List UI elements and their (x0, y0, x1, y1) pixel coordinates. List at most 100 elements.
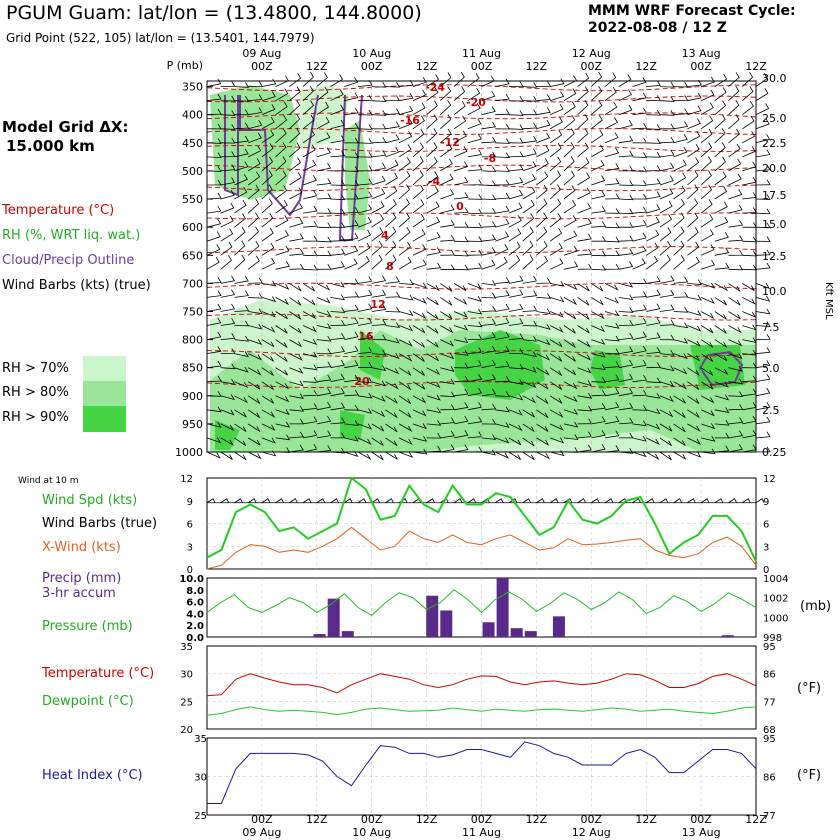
wind-barb (261, 423, 276, 431)
wind-barb (289, 142, 301, 158)
wind-barb (453, 130, 467, 144)
surface-wind-barb (385, 498, 394, 504)
model-grid-label: Model Grid ΔX: (2, 118, 129, 136)
wind-barb (536, 367, 550, 376)
wind-barb (700, 282, 716, 289)
wind-barb (591, 402, 606, 411)
wind-barb (371, 81, 387, 88)
wind-barb (344, 180, 359, 186)
pressure-tick-right: 1000 (763, 613, 788, 624)
wind-barb (385, 146, 400, 158)
wind-barb (454, 429, 469, 439)
wind-barb (673, 185, 686, 200)
wind-barb (440, 417, 455, 425)
cloud-outline-low (698, 350, 744, 387)
wind-barb (577, 380, 592, 387)
wind-barb (714, 100, 727, 116)
wind-barb (632, 206, 648, 214)
wind-barb (426, 186, 439, 200)
wind-barb (344, 389, 359, 397)
wind-barb (495, 422, 510, 428)
time-label-top: 12Z (635, 60, 657, 73)
hi-tick-f: 86 (763, 773, 776, 784)
wind-barb (275, 142, 287, 158)
wind-barb (742, 146, 756, 158)
wind-barb (357, 392, 373, 399)
wind-barb (302, 283, 316, 292)
wind-barb (495, 218, 510, 228)
height-axis-label: Kft MSL (823, 282, 834, 320)
wind-barb (261, 437, 276, 444)
wind-barb (426, 262, 442, 270)
wind-barb (646, 124, 661, 130)
fahrenheit-unit-temp: (°F) (797, 681, 822, 696)
wind-barb (261, 212, 274, 228)
wind-barb (495, 108, 510, 116)
wind-barb (659, 136, 675, 144)
wind-barb (755, 446, 771, 453)
wind-barb (398, 131, 413, 144)
wind-barb (755, 416, 771, 425)
wind-barb (385, 199, 397, 214)
wind-barb (728, 219, 744, 228)
wind-barb (508, 228, 522, 242)
wind-barb (398, 451, 414, 458)
wind-barb (536, 323, 551, 330)
wind-barb (398, 144, 412, 158)
wind-barb (426, 216, 441, 228)
cycle-line-2: 2022-08-08 / 12 Z (588, 20, 727, 36)
wind-barb (385, 437, 398, 447)
wind-barb (687, 79, 702, 87)
wind-barb (357, 229, 372, 242)
wind-barb (714, 216, 729, 228)
wind-barb (330, 417, 346, 425)
wind-barb (495, 360, 510, 369)
wind-barb (247, 423, 261, 432)
wind-barb (673, 198, 685, 214)
wind-barb (700, 259, 716, 270)
wind-barb (522, 437, 535, 447)
surface-wind-barb (645, 498, 655, 504)
wind-barb (714, 186, 728, 200)
wind-barb (316, 297, 331, 304)
wind-barb (687, 409, 700, 418)
wind-barb (398, 241, 411, 256)
wind-barb (316, 116, 330, 130)
wind-barb (289, 405, 305, 412)
wind-barb (454, 236, 469, 243)
wind-barb (398, 423, 413, 433)
wind-barb (632, 92, 647, 102)
wind-barb (591, 114, 603, 130)
wind-barb (591, 377, 607, 383)
wind-barb (440, 85, 452, 101)
wind-barb (755, 194, 771, 200)
wind-barb (344, 207, 359, 214)
wind-barb (330, 294, 346, 301)
wind-barb (549, 367, 563, 376)
wind-barb (577, 128, 589, 144)
wind-barb (591, 85, 603, 101)
wind-barb (467, 416, 483, 425)
wind-barb (247, 198, 260, 214)
wind-tick-left: 12 (180, 474, 193, 485)
wind-barb (604, 388, 620, 397)
wind-barb (330, 135, 345, 144)
wind-barb (536, 198, 548, 214)
wind-barb (371, 365, 387, 371)
wind-barb (385, 81, 401, 88)
wind-barb (330, 332, 346, 340)
wind-barb (371, 110, 387, 116)
wind-barb (206, 152, 222, 159)
wind-barb (426, 156, 438, 172)
wind-barb (440, 72, 452, 87)
day-label-bottom: 13 Aug (682, 826, 721, 839)
wind-barb (728, 430, 744, 439)
wind-barb (275, 88, 289, 102)
wind-barb (248, 308, 263, 315)
wind-barb (536, 184, 548, 200)
wind-barb (234, 213, 246, 228)
wind-barb (646, 138, 661, 144)
wind-barb (549, 339, 563, 348)
wind-barb (467, 296, 483, 302)
wind-barb (302, 297, 316, 306)
